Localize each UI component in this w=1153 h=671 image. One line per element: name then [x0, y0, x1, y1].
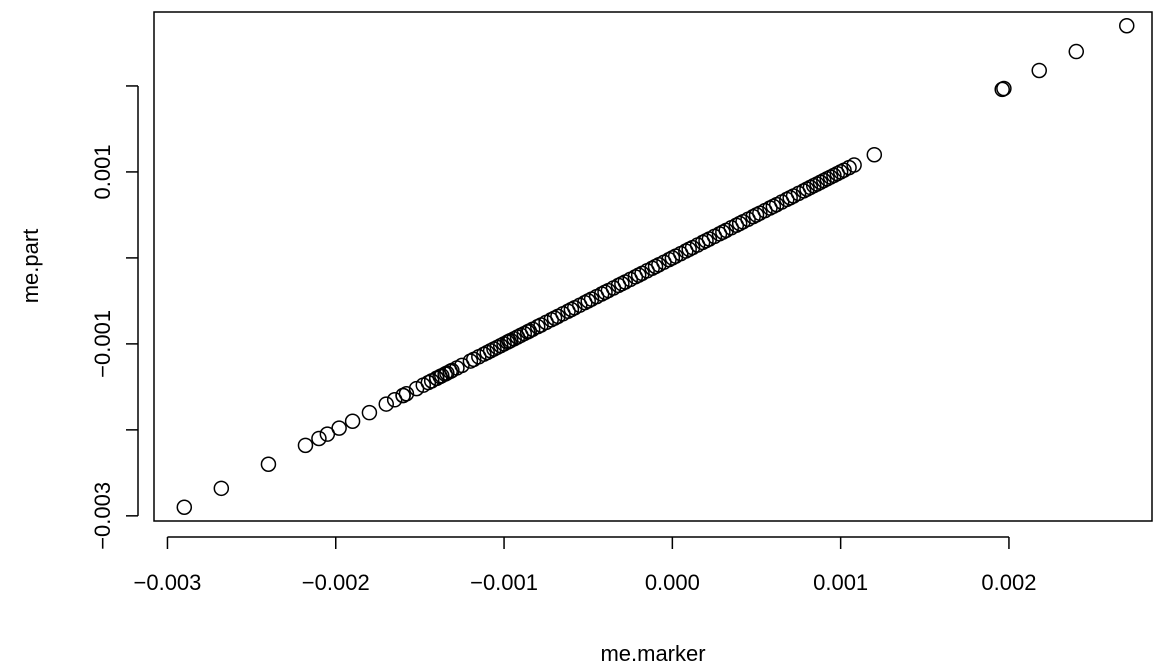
- data-point: [866, 146, 883, 163]
- data-point: [846, 157, 862, 173]
- data-point: [344, 413, 361, 430]
- data-point: [597, 284, 613, 301]
- data-point: [398, 386, 415, 402]
- x-tick-label: 0.000: [645, 570, 700, 595]
- data-point: [297, 437, 314, 454]
- data-point: [311, 430, 327, 447]
- x-tick-label: −0.002: [302, 570, 370, 595]
- data-point: [748, 207, 765, 223]
- data-point: [213, 480, 230, 497]
- data-point: [563, 301, 580, 318]
- data-point: [681, 241, 697, 258]
- data-points: [176, 18, 1135, 515]
- x-axis: −0.003 −0.002 −0.001 0.000 0.001 0.002: [134, 536, 1036, 595]
- data-point: [715, 224, 731, 240]
- data-point: [698, 232, 714, 249]
- data-point: [731, 215, 748, 232]
- data-point: [529, 318, 546, 335]
- x-tick-label: 0.002: [981, 570, 1036, 595]
- x-tick-label: −0.001: [470, 570, 538, 595]
- data-point: [580, 293, 596, 309]
- data-point: [996, 80, 1012, 97]
- data-point: [782, 189, 798, 206]
- data-point: [260, 456, 277, 473]
- x-axis-title: me.marker: [600, 641, 705, 666]
- data-point: [1068, 43, 1085, 60]
- data-point: [378, 396, 394, 412]
- data-point: [630, 267, 647, 283]
- data-point: [462, 353, 479, 369]
- x-tick-label: −0.003: [134, 570, 202, 595]
- y-tick-label: 0.001: [90, 144, 115, 199]
- data-point: [395, 387, 411, 404]
- data-point: [614, 275, 630, 292]
- data-point: [765, 198, 782, 215]
- data-point: [832, 164, 849, 180]
- data-point: [1119, 18, 1135, 34]
- data-point: [331, 420, 347, 436]
- data-point: [361, 404, 378, 421]
- plot-box: [153, 11, 1153, 522]
- data-point: [1031, 62, 1047, 79]
- data-point: [176, 499, 193, 515]
- x-tick-label: 0.001: [813, 570, 868, 595]
- y-axis: −0.003 −0.001 0.001: [90, 85, 139, 550]
- data-point: [664, 250, 681, 266]
- data-point: [647, 258, 664, 275]
- data-point: [546, 310, 563, 326]
- y-tick-label: −0.003: [90, 482, 115, 550]
- y-axis-title: me.part: [18, 229, 43, 304]
- y-tick-label: −0.001: [90, 310, 115, 378]
